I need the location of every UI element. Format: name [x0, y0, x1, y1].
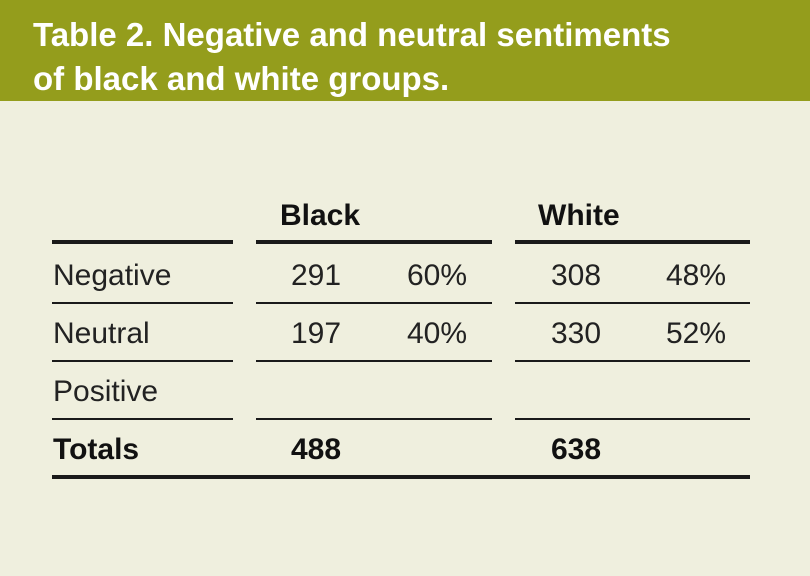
rule [515, 418, 750, 420]
rule [52, 240, 233, 244]
rule [52, 360, 233, 362]
group-header: White [538, 199, 620, 232]
count-cell: 197 [290, 317, 342, 350]
rule [52, 475, 750, 479]
share-cell: 52% [665, 317, 726, 350]
count-cell: 291 [290, 259, 342, 292]
count-cell: 308 [550, 259, 602, 292]
rule [256, 418, 492, 420]
share-cell: 40% [406, 317, 467, 350]
share-cell: 60% [406, 259, 467, 292]
totals-label: Totals [53, 433, 140, 466]
rule [52, 418, 233, 420]
row-label: Neutral [53, 317, 150, 350]
rule [515, 360, 750, 362]
count-cell: 330 [550, 317, 602, 350]
total-cell: 488 [290, 433, 342, 466]
rule [52, 302, 233, 304]
total-cell: 638 [550, 433, 602, 466]
title-line: Table 2. Negative and neutral sentiments [33, 16, 671, 53]
rule [256, 360, 492, 362]
row-label: Negative [53, 259, 172, 292]
row-label: Positive [53, 375, 159, 408]
title-line: of black and white groups. [33, 60, 450, 97]
group-header: Black [280, 199, 361, 232]
rule [256, 302, 492, 304]
rule [515, 302, 750, 304]
share-cell: 48% [665, 259, 726, 292]
rule [256, 240, 492, 244]
header-band: Table 2. Negative and neutral sentiments… [0, 0, 810, 101]
rule [515, 240, 750, 244]
